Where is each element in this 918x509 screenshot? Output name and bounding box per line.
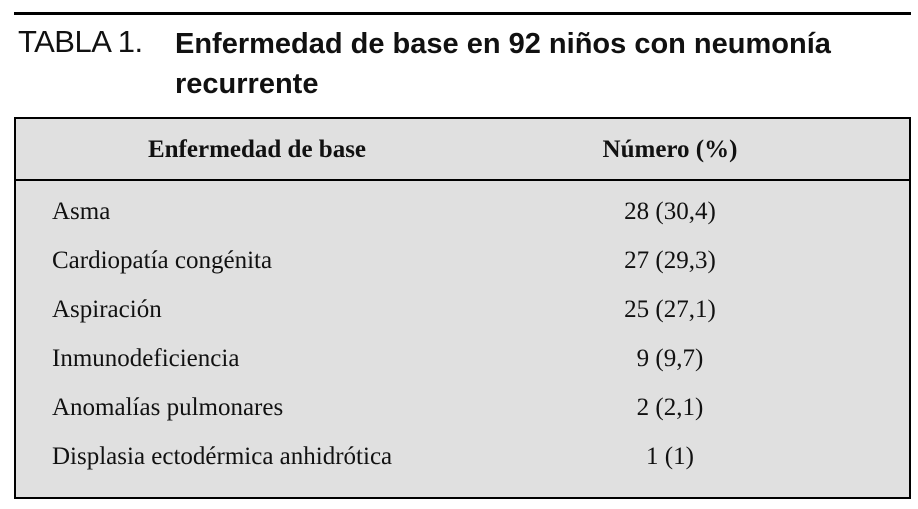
disease-cell: Anomalías pulmonares (52, 394, 284, 421)
disease-cell: Inmunodeficiencia (52, 345, 240, 372)
count-cell: 25 (27,1) (624, 296, 716, 323)
disease-cell: Displasia ectodérmica anhidrótica (52, 443, 393, 470)
disease-cell: Asma (52, 198, 111, 225)
count-cell: 28 (30,4) (624, 198, 716, 225)
count-cell: 9 (9,7) (636, 345, 704, 372)
count-cell: 2 (2,1) (636, 394, 704, 421)
top-rule (14, 12, 911, 15)
column-header: Número (%) (602, 136, 738, 163)
disease-cell: Cardiopatía congénita (52, 247, 273, 274)
count-cell: 27 (29,3) (624, 247, 716, 274)
table-header: Enfermedad de base Número (%) (16, 119, 909, 181)
disease-cell: Aspiración (52, 296, 162, 323)
table-label: TABLA 1. (18, 24, 143, 59)
column-header: Enfermedad de base (147, 136, 367, 163)
table-title: Enfermedad de base en 92 niños con neumo… (175, 28, 831, 100)
table: Enfermedad de base Número (%) Asma 28 (30… (14, 117, 911, 499)
count-cell: 1 (1) (646, 443, 694, 470)
